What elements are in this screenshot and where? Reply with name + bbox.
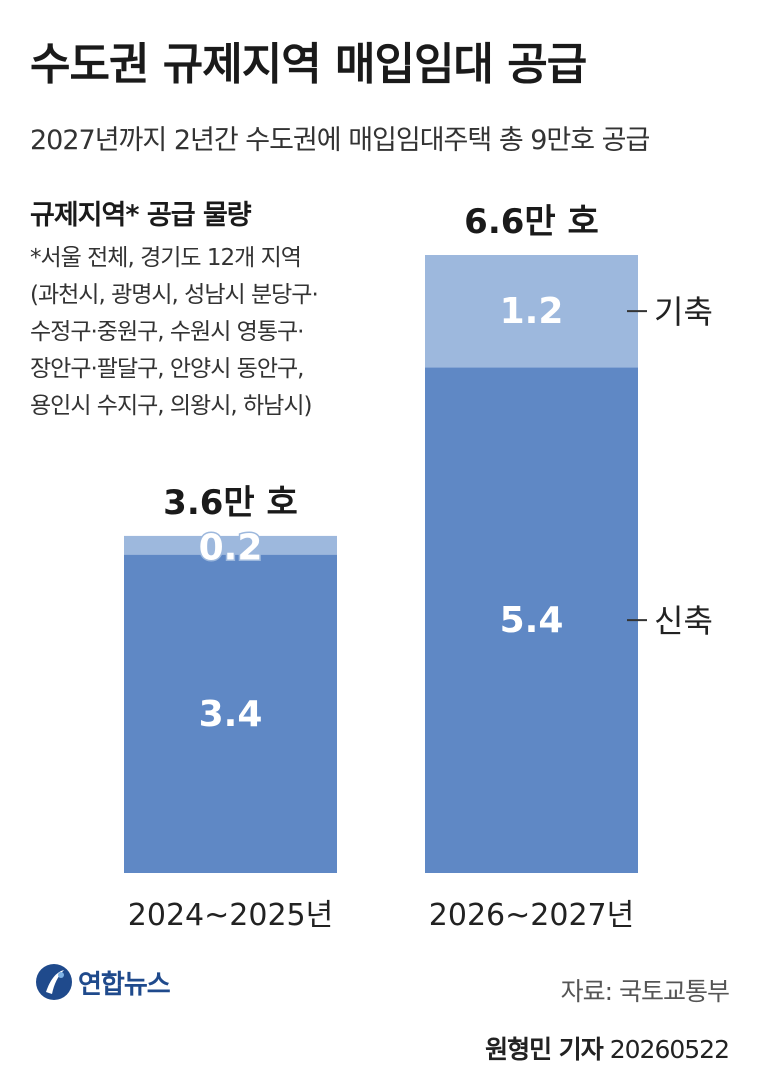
chart-subtitle: 2027년까지 2년간 수도권에 매입임대주택 총 9만호 공급 bbox=[30, 125, 650, 156]
publish-date: 20260522 bbox=[609, 1035, 730, 1064]
bar-segment-existing bbox=[425, 255, 638, 368]
footnote-line: 장안구·팔달구, 안양시 동안구, bbox=[30, 356, 304, 382]
series-label: 기축 bbox=[654, 293, 713, 331]
bar-segment-new-build bbox=[425, 367, 638, 873]
data-label: 1.2 bbox=[500, 291, 564, 332]
reporter-name: 원형민 기자 bbox=[485, 1035, 604, 1064]
source-note: 자료: 국토교통부 bbox=[560, 977, 730, 1006]
category-label: 2024~2025년 bbox=[128, 898, 333, 933]
series-label: 신축 bbox=[654, 602, 713, 640]
legend-title: 규제지역* 공급 물량 bbox=[30, 200, 252, 231]
yonhap-logo-icon bbox=[36, 964, 72, 1000]
footnote: *서울 전체, 경기도 12개 지역 (과천시, 광명시, 성남시 분당구· 수… bbox=[30, 240, 319, 425]
data-label: 5.4 bbox=[500, 600, 564, 641]
yonhap-logo: 연합뉴스 bbox=[34, 962, 171, 1002]
category-label: 2026~2027년 bbox=[429, 898, 634, 933]
logo-text: 연합뉴스 bbox=[78, 969, 171, 1000]
bar-segment-new-build bbox=[124, 554, 337, 873]
total-label: 3.6만 호 bbox=[163, 483, 298, 523]
total-label: 6.6만 호 bbox=[464, 202, 599, 242]
footnote-line: 수정구·중원구, 수원시 영통구· bbox=[30, 319, 304, 345]
bar-segment-existing bbox=[124, 535, 337, 555]
data-label: 0.2 bbox=[199, 527, 263, 568]
credit: 원형민 기자 20260522 bbox=[485, 1030, 730, 1066]
footnote-line: (과천시, 광명시, 성남시 분당구· bbox=[30, 282, 319, 308]
footnote-line: *서울 전체, 경기도 12개 지역 bbox=[30, 245, 302, 271]
data-label: 3.4 bbox=[199, 694, 263, 735]
footnote-line: 용인시 수지구, 의왕시, 하남시) bbox=[30, 393, 312, 419]
chart-title: 수도권 규제지역 매입임대 공급 bbox=[30, 39, 587, 90]
